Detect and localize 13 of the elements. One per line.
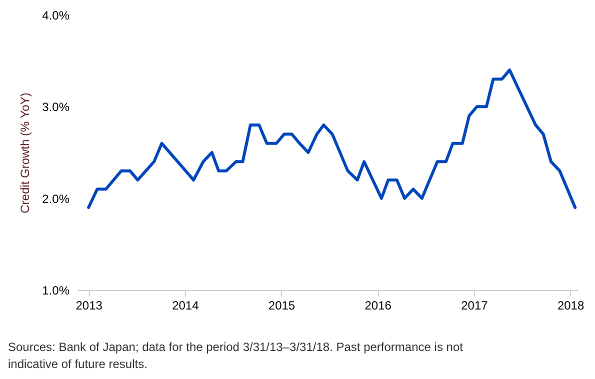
x-tick-label: 2015 — [268, 298, 296, 312]
source-note: Sources: Bank of Japan; data for the period 3/31/13–3/31/18. Past performance is not indicative of future results. — [8, 340, 464, 371]
x-tick-label: 2017 — [461, 298, 488, 312]
line-series — [87, 68, 577, 209]
y-tick-label: 1.0% — [42, 284, 70, 298]
x-tick-label: 2016 — [364, 298, 392, 312]
y-tick-label: 2.0% — [42, 192, 70, 206]
x-tick-label: 2018 — [557, 298, 584, 312]
y-axis-title: Credit Growth (% YoY) — [18, 92, 32, 214]
y-tick-label: 3.0% — [42, 100, 70, 114]
x-tick-label: 2014 — [172, 298, 200, 312]
y-tick-label: 4.0% — [42, 8, 70, 22]
x-tick-label: 2013 — [76, 298, 103, 312]
